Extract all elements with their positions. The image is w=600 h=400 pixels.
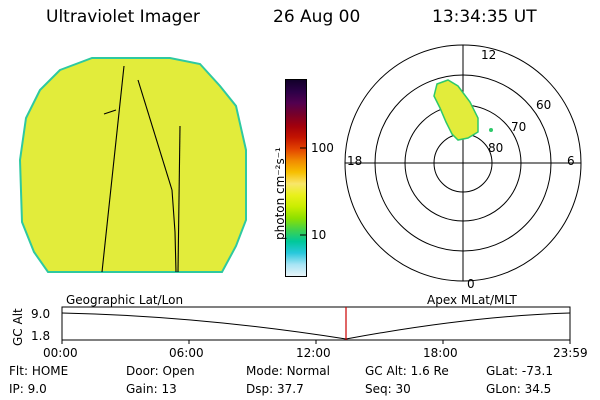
status-label: IP: — [9, 382, 24, 396]
status-value: -73.1 — [521, 364, 553, 378]
altitude-ylabel: GC Alt — [11, 308, 25, 346]
x-tick-label-1200: 12:00 — [296, 346, 331, 360]
mlt-label-6: 6 — [567, 154, 575, 168]
auroral-spot — [489, 128, 493, 132]
mlat-label-80: 80 — [488, 141, 503, 155]
status-value: 30 — [395, 382, 411, 396]
status-glat: GLat: -73.1 — [486, 364, 553, 378]
altitude-curve — [61, 312, 571, 340]
mlat-label-70: 70 — [511, 120, 526, 134]
status-value: 13 — [161, 382, 177, 396]
colorbar-tick-10: 10 — [311, 228, 327, 242]
status-seq: Seq: 30 — [365, 382, 411, 396]
mlat-label-60: 60 — [536, 98, 551, 112]
colorbar — [285, 79, 307, 277]
colorbar-tick-100: 100 — [311, 141, 334, 155]
y-tick-1.8: 1.8 — [31, 329, 51, 343]
status-value: HOME — [31, 364, 69, 378]
status-value: Normal — [286, 364, 330, 378]
date-label: 26 Aug 00 — [273, 7, 361, 27]
status-label: Gain: — [126, 382, 158, 396]
y-tick-9: 9.0 — [31, 307, 51, 321]
status-gc-alt: GC Alt: 1.6 Re — [365, 364, 449, 378]
status-label: GLon: — [486, 382, 521, 396]
mlt-label-18: 18 — [347, 154, 362, 168]
status-label: GLat: — [486, 364, 519, 378]
status-label: Dsp: — [246, 382, 274, 396]
auroral-blob — [433, 79, 479, 141]
mlt-label-0: 0 — [467, 277, 475, 291]
status-value: 9.0 — [27, 382, 47, 396]
status-ip: IP: 9.0 — [9, 382, 47, 396]
status-value: 1.6 Re — [410, 364, 449, 378]
status-value: 34.5 — [524, 382, 552, 396]
status-label: Door: — [126, 364, 159, 378]
status-label: Mode: — [246, 364, 283, 378]
status-value: 37.7 — [276, 382, 304, 396]
altitude-frame — [61, 306, 571, 341]
time-label: 13:34:35 UT — [432, 7, 537, 27]
x-tick-label-0600: 06:00 — [169, 346, 204, 360]
status-dsp: Dsp: 37.7 — [246, 382, 304, 396]
colorbar-gradient — [286, 80, 306, 276]
mlt-label-12: 12 — [481, 48, 496, 62]
status-glon: GLon: 34.5 — [486, 382, 551, 396]
geographic-title: Geographic Lat/Lon — [66, 293, 184, 307]
status-mode: Mode: Normal — [246, 364, 330, 378]
status-door: Door: Open — [126, 364, 195, 378]
status-label: GC Alt: — [365, 364, 407, 378]
status-flt: Flt: HOME — [9, 364, 68, 378]
instrument-title: Ultraviolet Imager — [46, 7, 200, 27]
status-label: Flt: — [9, 364, 28, 378]
status-gain: Gain: 13 — [126, 382, 177, 396]
x-tick-label-2359: 23:59 — [553, 346, 588, 360]
x-tick-label-0000: 00:00 — [43, 346, 78, 360]
status-value: Open — [162, 364, 195, 378]
apex-title: Apex MLat/MLT — [427, 293, 517, 307]
status-label: Seq: — [365, 382, 392, 396]
x-tick-label-1800: 18:00 — [423, 346, 458, 360]
